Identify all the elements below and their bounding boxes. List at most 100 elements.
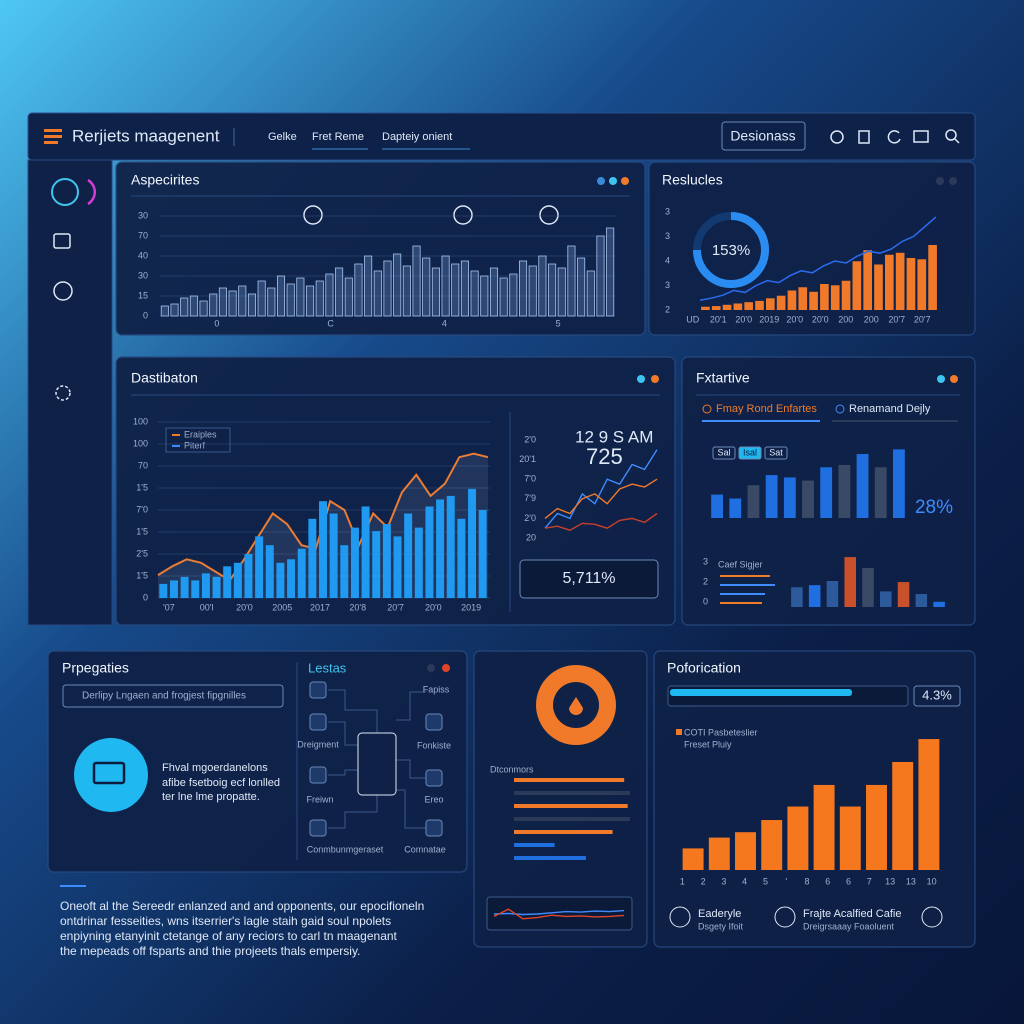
footer-icon[interactable] bbox=[669, 906, 691, 928]
bar bbox=[470, 270, 479, 317]
x-tick-label: 2017 bbox=[310, 602, 330, 612]
bar bbox=[297, 548, 306, 598]
bar bbox=[308, 518, 317, 598]
x-tick-label: 1 bbox=[680, 876, 685, 886]
x-tick-label: 8 bbox=[804, 876, 809, 886]
y-tick-label: 2'0 bbox=[524, 434, 536, 444]
bar bbox=[344, 277, 353, 317]
y-tick-label: 40 bbox=[138, 250, 148, 260]
bar bbox=[514, 778, 625, 782]
bar bbox=[209, 293, 218, 317]
bar bbox=[892, 762, 914, 870]
bar bbox=[874, 264, 883, 310]
x-tick-label: 10 bbox=[927, 876, 937, 886]
big-number: 725 bbox=[586, 444, 623, 469]
input[interactable] bbox=[62, 684, 284, 708]
bar bbox=[441, 255, 450, 317]
footer-title: Frajte Acalfied Cafie bbox=[803, 908, 901, 920]
bar bbox=[228, 290, 237, 317]
progress-label: 4.3% bbox=[922, 687, 952, 702]
y-tick-label: 2 bbox=[703, 576, 708, 586]
sidebar-icon[interactable] bbox=[55, 385, 71, 401]
bar bbox=[761, 820, 783, 870]
bar bbox=[373, 270, 382, 317]
y-tick-label: 20'1 bbox=[519, 454, 536, 464]
bar bbox=[813, 784, 835, 870]
bar bbox=[809, 291, 818, 310]
bar bbox=[808, 585, 821, 607]
x-tick-label: 4 bbox=[742, 876, 747, 886]
legend-swatch bbox=[676, 729, 682, 735]
x-tick-label: 5 bbox=[763, 876, 768, 886]
bar bbox=[701, 306, 710, 310]
y-tick-label: 3 bbox=[665, 231, 670, 241]
tab[interactable]: Fmay Rond Enfartes bbox=[716, 403, 817, 415]
bar bbox=[276, 562, 285, 598]
x-tick-label: 200 bbox=[838, 314, 853, 324]
chip-label: Sat bbox=[769, 447, 783, 457]
x-tick-label: 3 bbox=[721, 876, 726, 886]
nav-item[interactable]: Fret Reme bbox=[312, 131, 364, 143]
legend-label: COTI Pasbeteslier bbox=[684, 727, 758, 737]
bar bbox=[514, 817, 630, 821]
sidebar-icon[interactable] bbox=[53, 233, 71, 249]
chip[interactable] bbox=[712, 446, 736, 460]
bar bbox=[233, 562, 242, 598]
x-tick-label: C bbox=[327, 318, 334, 328]
footer-icon[interactable] bbox=[774, 906, 796, 928]
menu-icon[interactable] bbox=[44, 129, 62, 144]
bar bbox=[897, 582, 910, 607]
diagram-node-icons bbox=[309, 681, 443, 837]
bar bbox=[917, 259, 927, 310]
spark-box bbox=[486, 896, 633, 931]
header-icons[interactable] bbox=[830, 129, 960, 144]
chip[interactable] bbox=[764, 446, 788, 460]
y-tick-label: 4 bbox=[665, 255, 670, 265]
header-button[interactable] bbox=[721, 121, 806, 151]
diagram-links bbox=[328, 689, 426, 829]
tab[interactable]: Renamand Dejly bbox=[849, 403, 931, 415]
bar bbox=[514, 804, 628, 808]
x-tick-label: 2019 bbox=[759, 314, 779, 324]
bar bbox=[862, 568, 874, 607]
bar bbox=[212, 576, 221, 598]
feature-text: ter lne lme propatte. bbox=[162, 791, 260, 803]
chip[interactable] bbox=[738, 446, 762, 460]
footer-icon[interactable] bbox=[921, 906, 943, 928]
bar bbox=[933, 601, 945, 607]
nav-item[interactable]: Dapteiy onient bbox=[382, 131, 452, 143]
x-tick-label: 20'0 bbox=[236, 602, 253, 612]
status-dots bbox=[936, 177, 957, 185]
bar bbox=[180, 576, 189, 598]
panel-title: Poforication bbox=[667, 660, 741, 676]
bar bbox=[286, 283, 295, 317]
bar bbox=[787, 290, 797, 310]
feature-text: Fhval mgoerdanelons bbox=[162, 762, 268, 774]
y-tick-label: 3 bbox=[665, 206, 670, 216]
sidebar-icon[interactable] bbox=[53, 281, 73, 301]
line bbox=[544, 449, 658, 529]
bar bbox=[765, 475, 778, 518]
legend-label: Piterf bbox=[184, 440, 206, 450]
bar bbox=[422, 257, 431, 317]
bar bbox=[265, 545, 274, 598]
bar bbox=[838, 464, 851, 518]
bar bbox=[538, 255, 547, 317]
bar bbox=[820, 284, 829, 310]
progress-box bbox=[913, 685, 961, 707]
bar bbox=[577, 257, 586, 317]
bar bbox=[364, 255, 373, 317]
nav-item[interactable]: Gelke bbox=[268, 131, 297, 143]
bar bbox=[431, 267, 440, 317]
bar bbox=[499, 277, 508, 317]
sidebar-icon[interactable] bbox=[51, 178, 79, 206]
bar bbox=[446, 495, 455, 598]
y-tick-label: 20 bbox=[526, 532, 536, 542]
x-tick-label: 20'0 bbox=[425, 602, 442, 612]
header-button-label: Desionass bbox=[730, 128, 795, 144]
bar bbox=[218, 287, 227, 317]
x-tick-label: 20'7 bbox=[914, 314, 931, 324]
bar bbox=[451, 263, 460, 317]
bar bbox=[340, 545, 349, 598]
bar bbox=[514, 830, 613, 834]
